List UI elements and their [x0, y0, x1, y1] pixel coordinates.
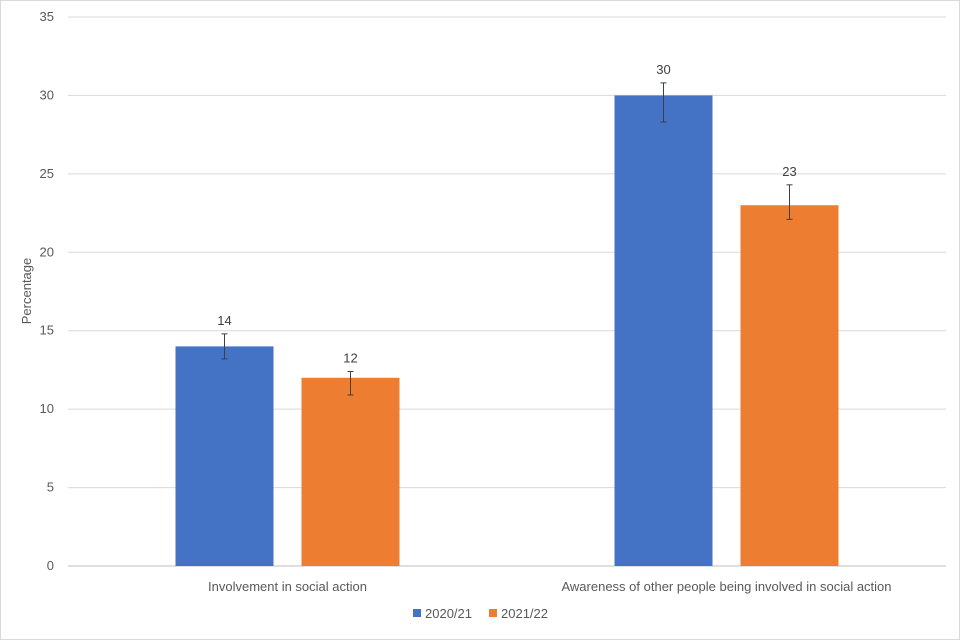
- bar-0-0: [175, 346, 274, 566]
- category-label-1: Awareness of other people being involved…: [561, 579, 891, 594]
- legend-label-1: 2021/22: [501, 606, 548, 621]
- y-tick-label-10: 10: [40, 401, 54, 416]
- legend: 2020/21 2021/22: [413, 606, 548, 621]
- bar-0-1: [301, 377, 400, 566]
- legend-swatch-0: [413, 609, 421, 617]
- data-labels: 14 12 30 23: [217, 62, 796, 366]
- data-label-1-1: 23: [782, 164, 796, 179]
- y-tick-label-0: 0: [47, 558, 54, 573]
- category-label-0: Involvement in social action: [208, 579, 367, 594]
- y-tick-label-5: 5: [47, 480, 54, 495]
- y-axis-title: Percentage: [19, 258, 34, 325]
- y-tick-label-20: 20: [40, 244, 54, 259]
- bar-1-0: [614, 95, 713, 566]
- data-label-0-1: 12: [343, 350, 357, 365]
- y-tick-label-30: 30: [40, 87, 54, 102]
- y-tick-label-25: 25: [40, 166, 54, 181]
- y-tick-label-35: 35: [40, 9, 54, 24]
- error-bars: [221, 82, 793, 396]
- legend-label-0: 2020/21: [425, 606, 472, 621]
- bar-1-1: [740, 205, 839, 566]
- data-label-0-0: 14: [217, 313, 231, 328]
- bars: [175, 95, 839, 566]
- x-axis-category-labels: Involvement in social action Awareness of…: [208, 579, 892, 594]
- legend-swatch-1: [489, 609, 497, 617]
- y-axis-tick-labels: 0 5 10 15 20 25 30 35: [40, 9, 54, 573]
- y-tick-label-15: 15: [40, 323, 54, 338]
- data-label-1-0: 30: [656, 62, 670, 77]
